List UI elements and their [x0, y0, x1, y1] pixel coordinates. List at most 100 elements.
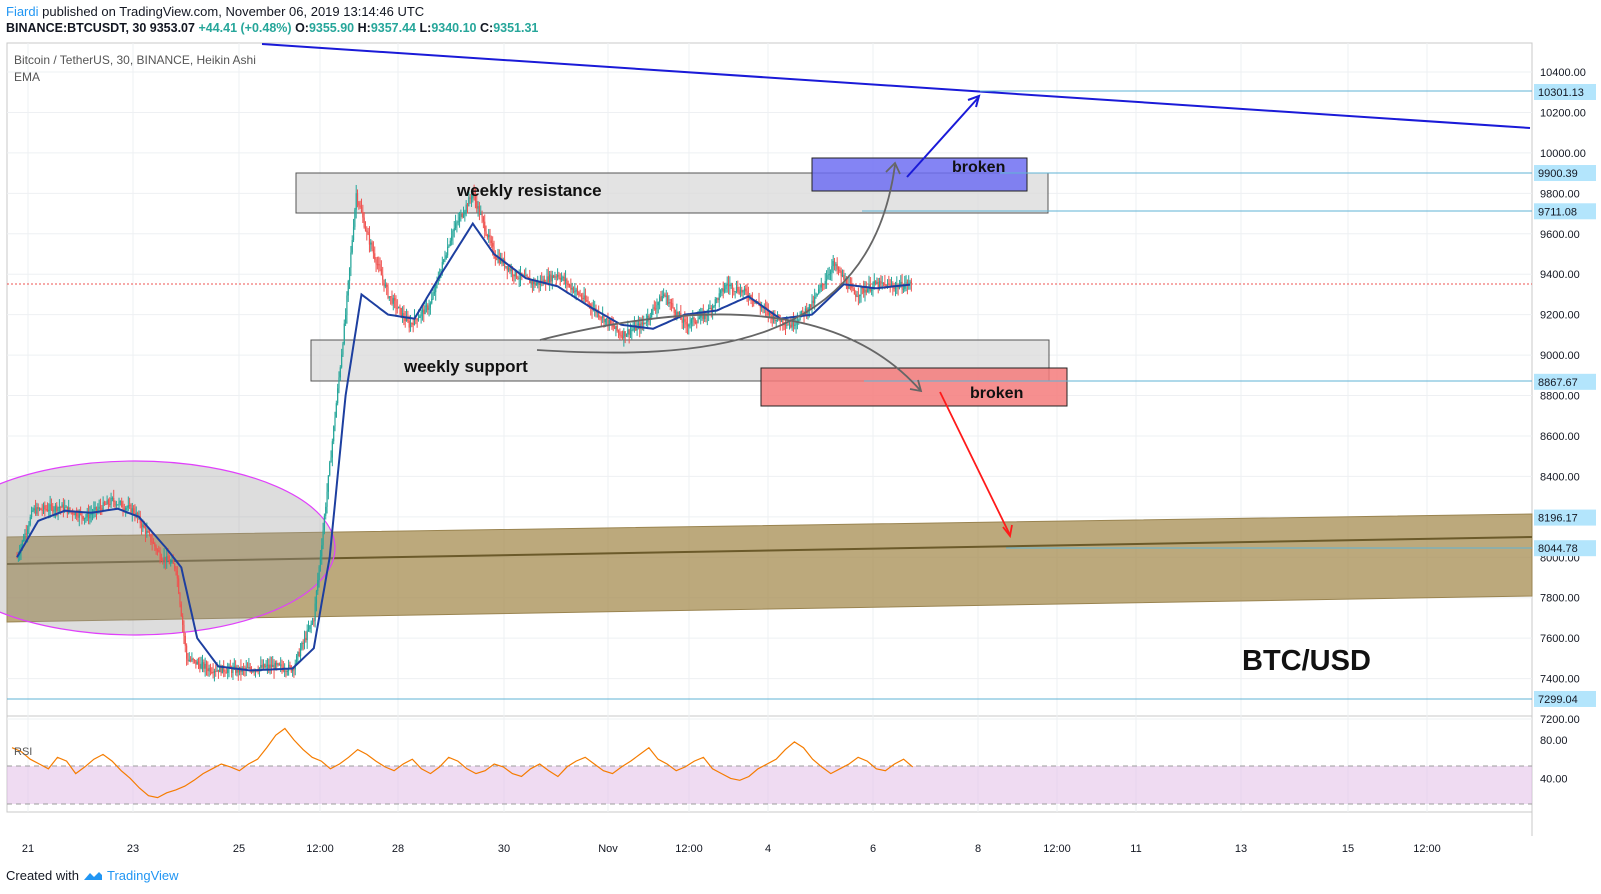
tradingview-brand[interactable]: TradingView [106, 868, 179, 883]
candle-body [58, 507, 60, 509]
candle-body [712, 306, 714, 312]
candle-body [107, 500, 110, 504]
candle-body [694, 322, 696, 324]
broken-support-box[interactable] [760, 367, 1068, 407]
candle-body [286, 671, 288, 673]
candle-body [54, 505, 57, 510]
time-tick-label: 4 [765, 843, 771, 855]
candle-body [453, 227, 455, 232]
author-link[interactable]: Fiardi [6, 4, 39, 19]
candle-body [488, 234, 490, 238]
candle-body [510, 269, 512, 272]
time-axis[interactable]: 21 23 25 12:00 28 30 Nov 12:00 4 6 8 12:00 11 13 15 12:… [22, 843, 1441, 855]
candle-body [331, 441, 333, 458]
candle-body [829, 272, 832, 274]
candle-body [600, 317, 602, 319]
candle-body [189, 659, 192, 661]
publish-info: Fiardi published on TradingView.com, Nov… [6, 4, 424, 19]
tradingview-logo-icon [83, 871, 102, 880]
candle-body [681, 319, 683, 323]
candle-body [168, 560, 170, 564]
candle-body [615, 325, 617, 329]
channel-midline[interactable] [6, 536, 1533, 565]
candle-body [252, 670, 254, 672]
candle-body [295, 655, 298, 664]
candle-body [431, 298, 433, 304]
candle-body [726, 284, 728, 286]
candle-body [559, 277, 561, 280]
candle-body [248, 666, 250, 668]
price-channel[interactable] [6, 513, 1533, 623]
candle-body [268, 664, 270, 668]
candle-body [534, 281, 536, 286]
candle-body [34, 508, 37, 514]
candle-body [730, 284, 732, 286]
candle-body [632, 329, 634, 331]
candle-body [98, 506, 100, 510]
candle-body [871, 289, 873, 291]
candle-body [847, 285, 849, 289]
blue-breakout-arrow[interactable] [906, 97, 979, 178]
price-tick-label: 8600.00 [1540, 431, 1580, 443]
candle-body [421, 309, 424, 312]
candle-body [551, 275, 553, 282]
candle-body [146, 530, 148, 534]
candle-body [784, 324, 787, 326]
candle-body [371, 242, 373, 250]
price-level-text: 10301.13 [1538, 87, 1584, 99]
descending-trendline[interactable] [261, 43, 1531, 129]
candle-body [117, 504, 119, 506]
candle-body [527, 277, 530, 279]
candle-body [717, 298, 719, 301]
candle-body [485, 231, 487, 235]
candle-body [651, 309, 653, 318]
bullish-curve-arrow[interactable] [536, 164, 896, 354]
candle-body [465, 204, 467, 212]
candle-body [347, 280, 349, 296]
candle-body [265, 665, 267, 668]
candle-body [547, 276, 549, 283]
candle-body [645, 321, 647, 323]
candle-body [882, 282, 885, 285]
candle-body [191, 658, 193, 661]
candle-body [457, 221, 459, 223]
candle-body [159, 551, 161, 560]
candle-body [445, 255, 447, 259]
candle-body [66, 506, 68, 514]
candle-body [179, 593, 181, 605]
candle-body [470, 198, 473, 200]
candle-body [207, 668, 209, 672]
candle-body [727, 284, 730, 287]
candle-body [815, 294, 817, 298]
candle-body [227, 669, 229, 673]
candle-body [567, 284, 569, 286]
candle-body [16, 557, 18, 559]
candle-body [737, 287, 739, 292]
bearish-curve-arrow[interactable] [539, 313, 921, 391]
candle-body [78, 512, 80, 518]
candle-body [388, 296, 390, 298]
candle-body [293, 669, 295, 671]
candle-body [598, 311, 600, 317]
candle-body [148, 532, 151, 535]
candle-body [42, 505, 45, 511]
candle-body [36, 507, 38, 514]
candle-body [364, 227, 367, 231]
candle-body [449, 240, 451, 246]
blue-breakout-arrowhead [967, 94, 981, 108]
candle-body [413, 316, 416, 325]
price-level-text: 9900.39 [1538, 168, 1578, 180]
candle-body [641, 322, 643, 325]
candle-body [656, 305, 658, 309]
red-breakdown-arrow[interactable] [939, 391, 1011, 536]
candle-body [416, 318, 418, 321]
candle-body [454, 223, 457, 228]
candle-body [412, 323, 414, 325]
highlight-ellipse[interactable] [0, 460, 336, 636]
candle-body [142, 524, 144, 528]
candle-body [216, 669, 218, 672]
candle-body [489, 234, 491, 241]
time-tick-label: 13 [1235, 843, 1247, 855]
candle-body [396, 307, 398, 309]
